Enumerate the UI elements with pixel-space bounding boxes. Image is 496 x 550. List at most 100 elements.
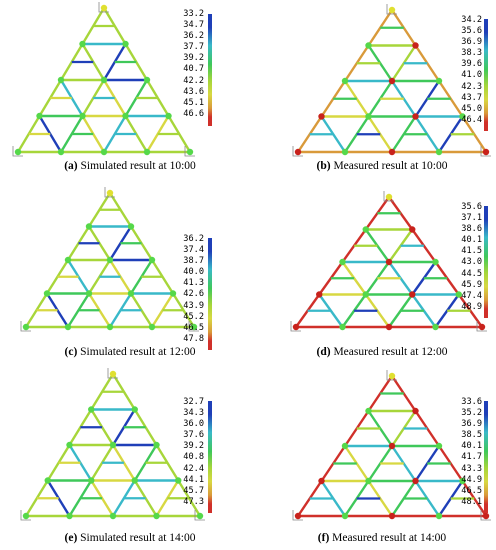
support-bracket [292, 146, 303, 157]
caption-a: (a) Simulated result at 10:00 [64, 160, 196, 172]
truss-node [100, 4, 108, 12]
truss-node [478, 323, 486, 331]
scale-tick-label: 45.9 [461, 279, 482, 290]
truss-node [362, 226, 369, 233]
scale-tick-label: 48.9 [461, 301, 482, 312]
caption-c: (c) Simulated result at 12:00 [64, 346, 196, 358]
truss-node [153, 441, 160, 449]
truss-node [22, 512, 30, 520]
scale-tick-label: 32.7 [183, 397, 204, 407]
truss-node [339, 258, 346, 266]
color-scale-bar [208, 14, 212, 126]
truss-node [148, 323, 156, 331]
scale-tick-label: 48.1 [461, 496, 482, 507]
truss-node [100, 148, 108, 156]
truss-node [153, 512, 160, 520]
truss-node [432, 258, 439, 266]
truss-node [85, 290, 93, 297]
truss-node [412, 407, 419, 415]
scale-tick-label: 45.2 [183, 311, 204, 322]
scale-tick-label: 44.1 [183, 474, 204, 485]
scale-tick-label: 44.9 [461, 474, 482, 485]
truss-node [341, 512, 349, 520]
truss-node [109, 370, 117, 378]
scale-tick-label: 42.3 [461, 81, 482, 92]
support-bracket [104, 187, 115, 198]
truss-node [122, 40, 129, 48]
truss-node [412, 477, 419, 485]
color-scale-bar [484, 401, 488, 513]
scale-tick-label: 47.4 [461, 290, 482, 301]
support-bracket [386, 4, 397, 15]
panel-f: 33.6 35.2 36.9 38.5 40.1 41.7 43.3 44.9 46.5 48.1 [248, 370, 496, 550]
scale-tick-label: 46.4 [461, 114, 482, 125]
truss-node [175, 477, 182, 484]
truss-diagram [292, 370, 491, 521]
truss-node [435, 442, 443, 450]
truss-diagram [290, 191, 487, 332]
scale-tick-label: 46.5 [461, 485, 482, 496]
truss-node [482, 148, 490, 156]
truss-node [66, 441, 73, 449]
scale-tick-label: 39.2 [183, 53, 204, 64]
truss-node [85, 223, 93, 230]
truss-node [294, 148, 302, 156]
scale-tick-label: 40.1 [461, 235, 482, 246]
truss-node [190, 323, 198, 331]
truss-diagram [292, 4, 491, 157]
caption-b: (b) Measured result at 10:00 [316, 160, 448, 172]
scale-tick-label: 33.2 [183, 9, 204, 19]
scale-tick-label: 42.4 [183, 463, 204, 474]
scale-tick-label: 41.3 [183, 278, 204, 289]
support-bracket [290, 321, 301, 332]
scale-tick-label: 39.2 [183, 441, 204, 452]
truss-node [109, 441, 117, 449]
truss-diagram [20, 368, 205, 521]
scale-tick-label: 40.8 [183, 452, 204, 463]
truss-node [459, 477, 466, 485]
truss-node [482, 512, 490, 520]
truss-node [435, 512, 443, 520]
truss-node [106, 256, 114, 264]
support-bracket [20, 510, 31, 521]
truss-node [148, 256, 156, 264]
truss-node [131, 477, 138, 484]
truss-node [388, 148, 396, 156]
scale-tick-label: 44.5 [461, 268, 482, 279]
truss-diagram [12, 2, 195, 157]
scale-tick-label: 38.3 [461, 48, 482, 59]
truss-node [294, 512, 302, 520]
scale-tick-label: 40.7 [183, 64, 204, 75]
color-scale-bar [208, 401, 212, 513]
truss-node [365, 477, 372, 485]
truss-node [88, 477, 95, 484]
truss-node [127, 290, 135, 297]
support-bracket [194, 510, 205, 521]
truss-node [64, 256, 72, 264]
truss-node [409, 291, 416, 298]
scale-tick-label: 34.7 [183, 20, 204, 31]
truss-node [109, 512, 117, 520]
truss-node [339, 323, 346, 331]
truss-node [385, 323, 393, 331]
scale-tick-label: 43.7 [461, 92, 482, 103]
caption-f: (f) Measured result at 14:00 [317, 532, 447, 544]
scale-tick-label: 39.6 [461, 59, 482, 70]
scale-tick-label: 34.2 [461, 15, 482, 25]
scale-tick-label: 36.2 [183, 234, 204, 244]
truss-diagram [20, 187, 199, 332]
truss-node [100, 76, 108, 84]
scale-tick-label: 38.7 [183, 256, 204, 267]
scale-tick-label: 34.3 [183, 408, 204, 419]
scale-tick-label: 37.7 [183, 42, 204, 53]
truss-node [14, 148, 22, 156]
truss-node [388, 512, 396, 520]
truss-node [57, 76, 65, 84]
truss-node [64, 323, 72, 331]
truss-node [362, 291, 369, 298]
scale-tick-label: 43.0 [461, 257, 482, 268]
truss-node [143, 148, 151, 156]
color-scale-labels: 35.6 37.1 38.6 40.1 41.5 43.0 44.5 45.9 47.4 48.9 [452, 202, 482, 313]
scale-tick-label: 43.3 [461, 463, 482, 474]
scale-tick-label: 41.5 [461, 246, 482, 257]
